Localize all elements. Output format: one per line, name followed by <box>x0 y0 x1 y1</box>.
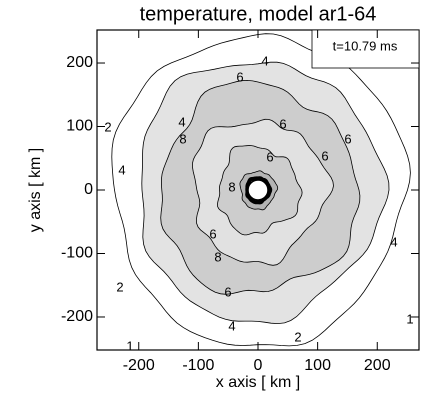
y-tick-label: -100 <box>61 245 93 262</box>
contour-label: 1 <box>126 338 133 353</box>
annotation-box <box>311 29 420 69</box>
annotation: t=10.79 ms <box>333 38 398 53</box>
contour-label: 8 <box>214 249 221 264</box>
contour-label: 6 <box>344 131 351 146</box>
x-axis-label: x axis [ km ] <box>216 374 300 391</box>
x-tick-label: 100 <box>304 357 331 374</box>
contour-label: 2 <box>104 119 111 134</box>
contour-label: 6 <box>224 284 231 299</box>
contour-label: 2 <box>294 329 301 344</box>
contour-label: 6 <box>266 149 273 164</box>
contour-label: 6 <box>321 148 328 163</box>
chart-title: temperature, model ar1-64 <box>140 3 377 25</box>
x-tick-label: -100 <box>182 357 214 374</box>
contour-label: 2 <box>116 279 123 294</box>
y-tick-label: 200 <box>66 54 93 71</box>
contour-label: 6 <box>209 226 216 241</box>
contour-label: 4 <box>390 234 397 249</box>
contour-label: 4 <box>178 114 185 129</box>
contour-label: 4 <box>118 162 125 177</box>
core <box>247 179 269 201</box>
plot-area: 4 2 4 6 6 6 6 8 8 4 6 6 8 6 4 2 2 4 1 1 <box>104 33 414 353</box>
contour-label: 4 <box>228 318 235 333</box>
x-tick-label: -200 <box>123 357 155 374</box>
contour-label: 6 <box>279 116 286 131</box>
contour-label: 1 <box>406 311 413 326</box>
y-tick-label: -200 <box>61 308 93 325</box>
y-axis-label: y axis [ km ] <box>27 148 44 232</box>
y-tick-label: 100 <box>66 118 93 135</box>
x-tick-label: 200 <box>364 357 391 374</box>
y-tick-label: 0 <box>84 181 93 198</box>
contour-label: 6 <box>236 69 243 84</box>
contour-label: 8 <box>228 179 235 194</box>
x-tick-label: 0 <box>254 357 263 374</box>
contour-label: 8 <box>179 131 186 146</box>
contour-label: 4 <box>261 53 268 68</box>
